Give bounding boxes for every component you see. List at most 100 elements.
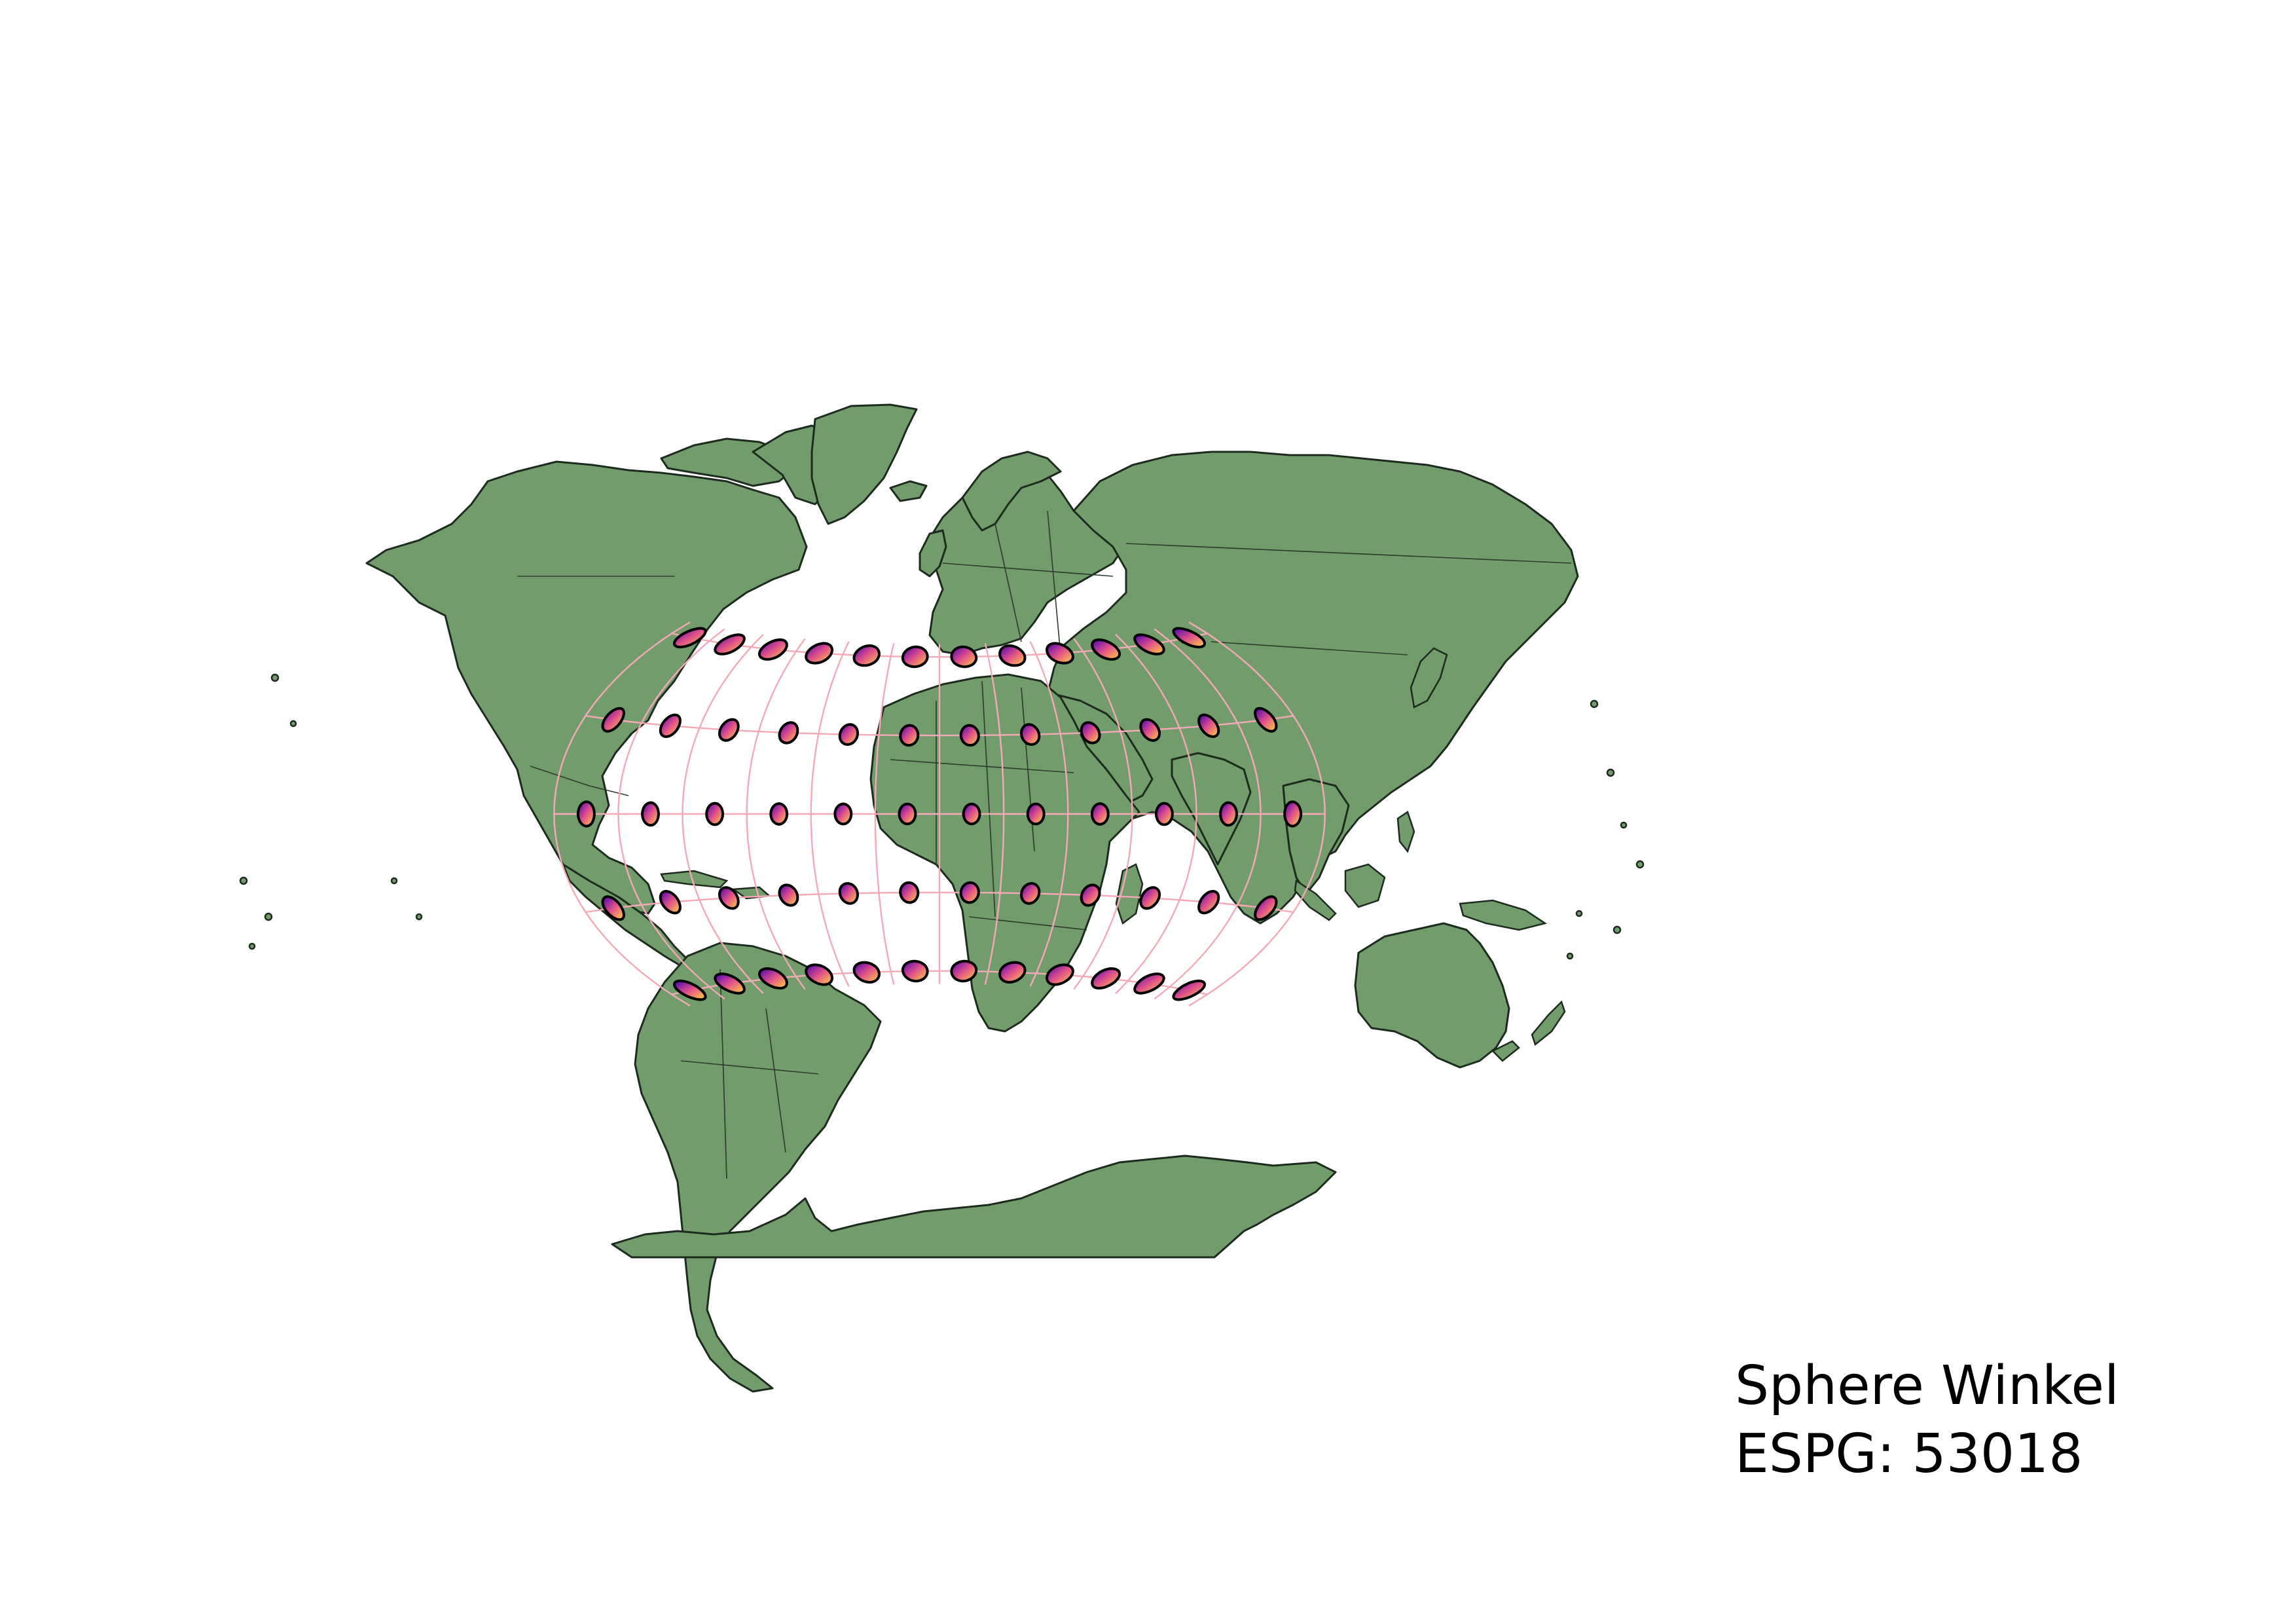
tissot-ellipse xyxy=(778,721,799,745)
tissot-ellipse xyxy=(601,895,625,921)
tissot-ellipse xyxy=(901,645,929,669)
new-zealand xyxy=(1531,1000,1566,1046)
greenland xyxy=(811,403,918,525)
projection-name: Sphere Winkel xyxy=(1735,1355,2119,1417)
tissot-ellipse xyxy=(758,638,788,661)
tissot-ellipse xyxy=(998,644,1027,667)
tissot-ellipse xyxy=(998,961,1027,984)
parallel-line xyxy=(671,970,1208,995)
parallel-line xyxy=(585,891,1294,913)
tissot-ellipse xyxy=(959,724,980,747)
tissot-ellipse xyxy=(601,707,625,733)
tissot-ellipse xyxy=(838,723,860,747)
tissot-ellipse xyxy=(1019,723,1041,747)
pacific-islet xyxy=(270,673,280,682)
tissot-ellipse xyxy=(950,645,978,669)
tissot-ellipse xyxy=(1139,718,1161,742)
tissot-ellipse xyxy=(805,963,834,986)
tissot-ellipse xyxy=(769,802,789,826)
tissot-ellipse xyxy=(1080,883,1101,907)
tissot-ellipse xyxy=(778,883,799,907)
parallel-line xyxy=(585,714,1294,737)
tissot-ellipse xyxy=(672,627,707,649)
tissot-ellipse xyxy=(1172,627,1207,649)
antarctica xyxy=(611,1154,1337,1259)
tissot-ellipse xyxy=(1283,800,1303,828)
tissot-ellipse xyxy=(901,959,929,983)
japan xyxy=(1410,647,1448,709)
landmasses xyxy=(239,403,1645,1393)
tissot-ellipse xyxy=(1090,802,1110,826)
tissot-ellipse xyxy=(718,886,740,910)
madagascar xyxy=(1115,863,1144,925)
pacific-islet xyxy=(1635,860,1645,869)
parallel-line xyxy=(671,633,1208,658)
tissot-ellipse xyxy=(833,802,853,826)
pacific-islet xyxy=(1590,699,1599,709)
australia xyxy=(1354,922,1510,1069)
pacific-islet xyxy=(1613,925,1622,934)
tissot-ellipse xyxy=(838,881,860,905)
tissot-ellipse xyxy=(576,800,596,828)
tissot-ellipse xyxy=(705,802,725,826)
tissot-ellipse xyxy=(959,881,980,904)
tissot-ellipse xyxy=(1197,889,1220,915)
tissot-ellipse xyxy=(714,972,746,995)
great-britain xyxy=(919,529,947,578)
pacific-islet xyxy=(264,912,273,921)
borneo xyxy=(1344,863,1386,908)
tissot-ellipse xyxy=(899,881,920,904)
graticule xyxy=(553,621,1326,1006)
iceland xyxy=(889,480,928,502)
tissot-ellipse xyxy=(898,802,917,826)
tissot-ellipse xyxy=(659,889,682,915)
tissot-ellipse xyxy=(714,633,746,655)
pacific-islet xyxy=(248,942,256,950)
tissot-ellipse xyxy=(899,724,920,747)
tissot-ellipse xyxy=(950,959,978,983)
projection-code: ESPG: 53018 xyxy=(1735,1423,2083,1485)
north-america xyxy=(365,460,808,915)
tissot-ellipse xyxy=(1172,979,1207,1001)
pacific-islet xyxy=(415,913,423,921)
tissot-ellipse xyxy=(1133,633,1165,655)
tissot-ellipse xyxy=(1139,886,1161,910)
tissot-ellipse xyxy=(1154,802,1174,826)
pacific-islet xyxy=(390,877,398,885)
projection-label: Sphere Winkel ESPG: 53018 xyxy=(1735,1352,2119,1488)
pacific-islet xyxy=(1575,910,1583,917)
pacific-islet xyxy=(1606,768,1615,777)
tissot-indicatrices xyxy=(576,627,1303,1001)
tissot-ellipse xyxy=(659,713,682,739)
tissot-ellipse xyxy=(1254,895,1278,921)
tissot-ellipse xyxy=(758,967,788,990)
tissot-ellipse xyxy=(1045,963,1074,986)
new-guinea xyxy=(1459,899,1548,931)
tissot-ellipse xyxy=(852,961,881,984)
tissot-ellipse xyxy=(1026,802,1046,826)
tissot-ellipse xyxy=(1254,707,1278,733)
tissot-ellipse xyxy=(672,979,707,1001)
cuba xyxy=(660,870,729,889)
tissot-ellipse xyxy=(1197,713,1220,739)
south-america xyxy=(634,942,882,1393)
philippines xyxy=(1396,811,1415,853)
scandinavia xyxy=(961,451,1062,532)
tissot-ellipse xyxy=(1045,642,1074,665)
new-zealand-south xyxy=(1491,1040,1520,1062)
pacific-islet xyxy=(239,876,248,885)
tissot-ellipse xyxy=(805,642,834,665)
tissot-ellipse xyxy=(1080,721,1101,745)
pacific-islet xyxy=(1566,952,1574,960)
tissot-ellipse xyxy=(1133,972,1165,995)
tissot-ellipse xyxy=(718,718,740,742)
india xyxy=(1171,752,1252,866)
tissot-ellipse xyxy=(1019,881,1041,905)
tissot-ellipse xyxy=(1219,801,1239,827)
country-borders xyxy=(517,510,1572,1179)
pacific-islet xyxy=(289,720,297,728)
tissot-ellipse xyxy=(852,644,881,667)
tissot-ellipse xyxy=(640,801,660,827)
tissot-ellipse xyxy=(962,802,981,826)
